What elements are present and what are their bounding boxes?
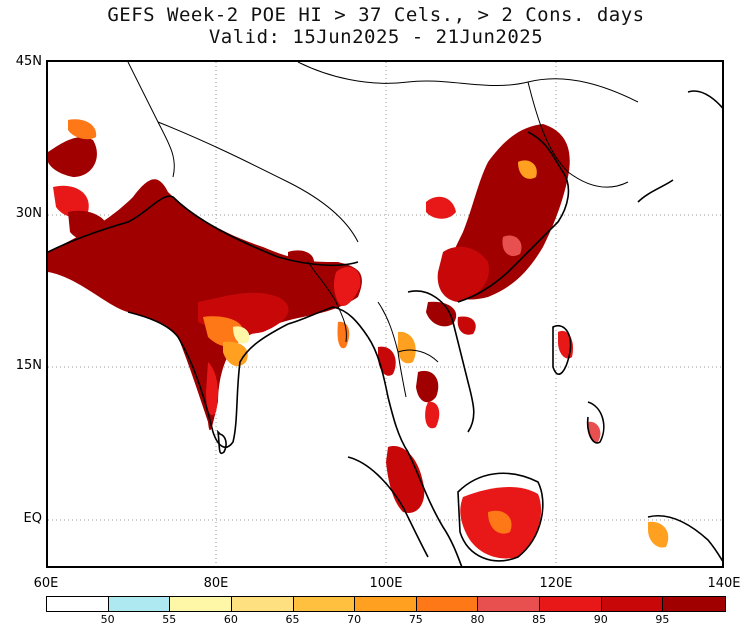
colorbar-label: 65 — [285, 613, 300, 626]
title-line-1: GEFS Week-2 POE HI > 37 Cels., > 2 Cons.… — [107, 4, 645, 26]
colorbar-swatch — [663, 597, 725, 611]
colorbar-swatch — [601, 597, 664, 611]
heat-region-maritime — [386, 330, 669, 559]
colorbar-label: 70 — [347, 613, 362, 626]
colorbar-label: 85 — [532, 613, 547, 626]
colorbar-swatch — [540, 597, 602, 611]
colorbar-swatch — [293, 597, 356, 611]
country-borders — [127, 62, 639, 398]
lat-label-eq: EQ — [23, 511, 42, 526]
map-frame — [46, 60, 724, 568]
colorbar-swatch — [478, 597, 540, 611]
colorbar — [46, 596, 726, 612]
heat-region-south-asia — [48, 119, 362, 431]
title-line-2: Valid: 15Jun2025 - 21Jun2025 — [208, 26, 544, 48]
heat-region-indochina — [288, 250, 440, 429]
lat-label-30n: 30N — [15, 206, 42, 221]
colorbar-label: 55 — [162, 613, 177, 626]
lat-label-15n: 15N — [15, 358, 42, 373]
colorbar-label: 80 — [470, 613, 485, 626]
lon-label-80e: 80E — [203, 576, 229, 591]
colorbar-swatch — [416, 597, 479, 611]
lat-label-45n: 45N — [15, 54, 42, 69]
colorbar-label: 60 — [223, 613, 238, 626]
lon-label-100e: 100E — [369, 576, 403, 591]
colorbar-swatch — [47, 597, 109, 611]
colorbar-swatch — [355, 597, 417, 611]
map-title: GEFS Week-2 POE HI > 37 Cels., > 2 Cons.… — [0, 4, 752, 48]
lon-label-120e: 120E — [539, 576, 573, 591]
colorbar-label: 95 — [655, 613, 670, 626]
colorbar-label: 75 — [408, 613, 423, 626]
coastlines — [48, 90, 722, 566]
colorbar-swatch — [108, 597, 171, 611]
colorbar-label: 50 — [100, 613, 115, 626]
map-canvas — [48, 62, 722, 566]
colorbar-swatch — [231, 597, 294, 611]
lon-label-140e: 140E — [707, 576, 741, 591]
colorbar-swatch — [170, 597, 232, 611]
colorbar-label: 90 — [593, 613, 608, 626]
lon-label-60e: 60E — [33, 576, 59, 591]
heat-region-east-china — [426, 124, 570, 335]
